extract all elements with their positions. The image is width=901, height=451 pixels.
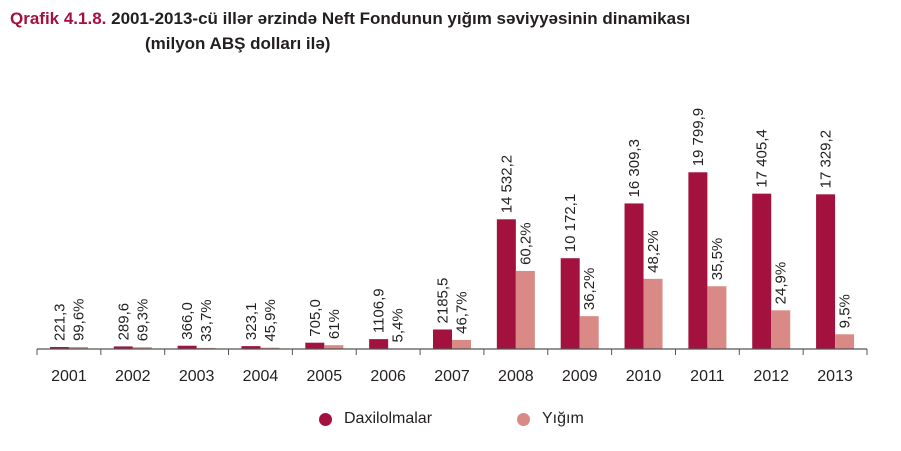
bar-daxilolmalar-2013 — [816, 194, 836, 349]
bar-yigim-2012 — [771, 310, 791, 349]
legend-swatch-yigim — [517, 412, 530, 426]
x-tick-label-2009: 2009 — [562, 368, 598, 385]
legend-swatch-daxilolmalar — [319, 412, 332, 426]
value-label-yigim-2006: 5,4% — [390, 308, 407, 342]
chart-title: Qrafik 4.1.8. 2001-2013-cü illər ərzində… — [10, 9, 690, 54]
value-label-yigim-2007: 46,7% — [454, 291, 471, 334]
bar-yigim-2011 — [707, 286, 727, 349]
x-tick-label-2002: 2002 — [115, 368, 151, 385]
value-label-daxilolmalar-2011: 19 799,9 — [690, 108, 707, 166]
value-label-daxilolmalar-2001: 221,3 — [51, 303, 68, 341]
x-tick-label-2011: 2011 — [690, 368, 725, 385]
x-tick-label-2013: 2013 — [817, 368, 853, 385]
x-tick-label-2007: 2007 — [434, 368, 470, 385]
bar-daxilolmalar-2011 — [688, 172, 708, 349]
bar-daxilolmalar-2012 — [752, 193, 772, 349]
value-label-daxilolmalar-2008: 14 532,2 — [498, 155, 515, 213]
bar-daxilolmalar-2002 — [113, 346, 133, 349]
value-label-yigim-2003: 33,7% — [198, 299, 215, 342]
value-label-daxilolmalar-2012: 17 405,4 — [754, 129, 771, 187]
x-tick-label-2004: 2004 — [243, 368, 279, 385]
value-label-daxilolmalar-2013: 17 329,2 — [818, 130, 835, 188]
value-label-daxilolmalar-2003: 366,0 — [179, 302, 196, 340]
bar-daxilolmalar-2004 — [241, 346, 261, 349]
value-label-yigim-2009: 36,2% — [581, 268, 598, 311]
bar-daxilolmalar-2008 — [496, 219, 516, 349]
value-label-daxilolmalar-2004: 323,1 — [243, 303, 260, 341]
bar-yigim-2010 — [643, 278, 663, 349]
bar-yigim-2001 — [68, 347, 88, 349]
legend-label-yigim: Yığım — [542, 410, 584, 427]
value-label-yigim-2002: 69,3% — [134, 299, 151, 342]
bar-chart: 221,3 99,6% 2001 289,6 69,3% 2002 366,0 33,7% 20… — [36, 108, 868, 385]
legend-item-yigim: Yığım — [517, 410, 584, 428]
value-label-yigim-2010: 48,2% — [645, 230, 662, 273]
bar-daxilolmalar-2010 — [624, 203, 644, 349]
value-label-daxilolmalar-2010: 16 309,3 — [626, 139, 643, 197]
bar-daxilolmalar-2001 — [49, 347, 69, 349]
value-label-daxilolmalar-2005: 705,0 — [307, 299, 324, 337]
x-tick-label-2008: 2008 — [498, 368, 534, 385]
value-label-yigim-2004: 45,9% — [262, 299, 279, 342]
bar-daxilolmalar-2009 — [560, 258, 580, 349]
value-label-yigim-2008: 60,2% — [517, 222, 534, 265]
title-text: 2001-2013-cü illər ərzində Neft Fondunun… — [111, 9, 691, 28]
bar-daxilolmalar-2007 — [433, 329, 452, 349]
value-label-daxilolmalar-2007: 2185,5 — [435, 278, 452, 324]
bar-yigim-2007 — [452, 339, 471, 349]
title-prefix: Qrafik 4.1.8. — [10, 9, 107, 28]
bar-daxilolmalar-2006 — [369, 339, 389, 349]
x-tick-label-2010: 2010 — [626, 368, 662, 385]
bar-yigim-2008 — [515, 270, 535, 349]
value-label-daxilolmalar-2006: 1106,9 — [371, 288, 388, 333]
bar-yigim-2005 — [324, 345, 344, 349]
x-tick-label-2012: 2012 — [753, 368, 789, 385]
x-tick-label-2005: 2005 — [307, 368, 343, 385]
value-label-daxilolmalar-2002: 289,6 — [115, 303, 132, 341]
bar-yigim-2013 — [835, 334, 855, 349]
bar-yigim-2004 — [260, 347, 280, 349]
bar-daxilolmalar-2005 — [305, 342, 325, 349]
value-label-yigim-2013: 9,5% — [837, 294, 854, 328]
legend-label-daxilolmalar: Daxilolmalar — [344, 410, 433, 427]
x-tick-label-2001: 2001 — [51, 368, 87, 385]
chart-subtitle: (milyon ABŞ dolları ilə) — [145, 34, 331, 53]
legend-item-daxilolmalar: Daxilolmalar — [319, 410, 432, 428]
value-label-daxilolmalar-2009: 10 172,1 — [562, 194, 579, 252]
bar-yigim-2002 — [132, 347, 152, 349]
bar-daxilolmalar-2003 — [177, 345, 197, 349]
x-tick-label-2003: 2003 — [179, 368, 215, 385]
legend: Daxilolmalar Yığım — [0, 410, 901, 436]
value-label-yigim-2001: 99,6% — [70, 298, 87, 341]
value-label-yigim-2012: 24,9% — [773, 262, 790, 305]
x-tick-label-2006: 2006 — [370, 368, 406, 385]
bar-yigim-2009 — [579, 316, 599, 349]
value-label-yigim-2005: 61% — [326, 309, 343, 339]
value-label-yigim-2011: 35,5% — [709, 238, 726, 281]
